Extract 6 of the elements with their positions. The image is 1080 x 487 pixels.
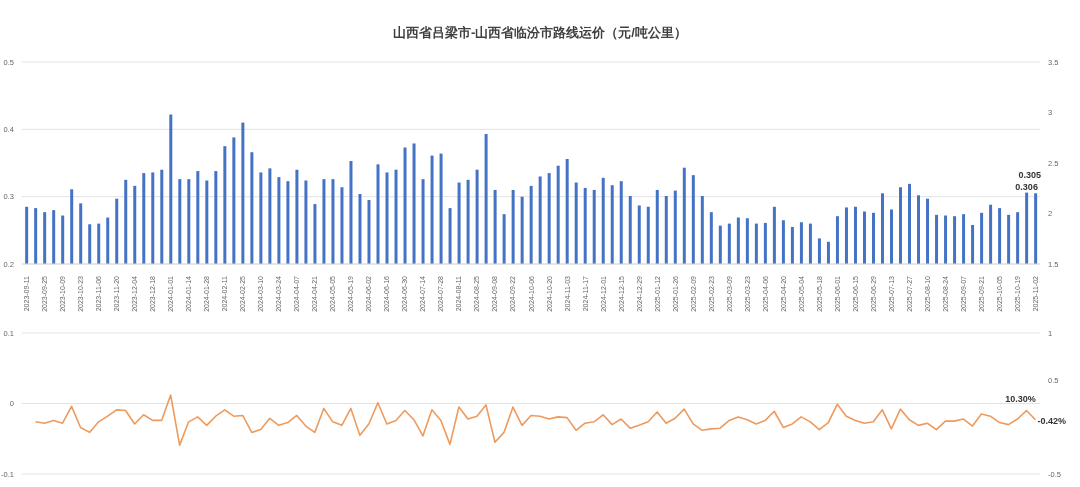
chart-title: 山西省吕梁市-山西省临汾市路线运价（元/吨公里） [392, 24, 688, 42]
annotation: -0.42% [1037, 415, 1067, 426]
annotation: 10.30% [1005, 393, 1036, 404]
data-label: 0.305 [1018, 170, 1041, 181]
line-series [34, 394, 1037, 446]
data-label: 0.306 [1015, 181, 1038, 192]
